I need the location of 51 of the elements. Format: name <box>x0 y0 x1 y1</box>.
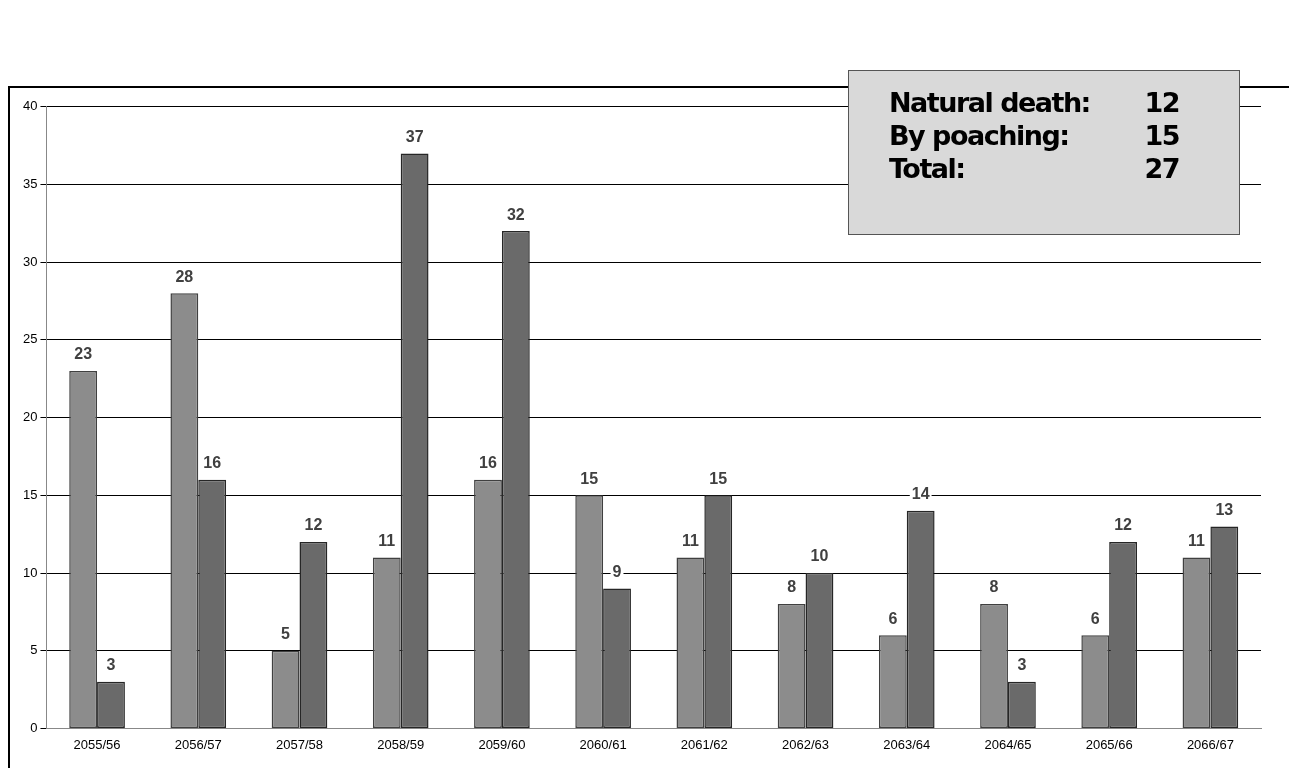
annotation: 27 <box>1144 153 1179 184</box>
data-label: 12 <box>304 516 323 534</box>
data-label: 13 <box>1215 500 1234 518</box>
data-label: 14 <box>911 485 930 503</box>
data-label: 11 <box>378 531 396 549</box>
x-tick-label: 2057/58 <box>275 736 323 752</box>
y-tick-label: 30 <box>22 253 38 269</box>
annotation: By poaching: <box>889 120 1070 151</box>
annotation: Total: <box>889 153 966 184</box>
data-label: 3 <box>106 656 116 674</box>
data-label: 16 <box>203 454 222 472</box>
x-tick-label: 2060/61 <box>579 736 627 752</box>
data-label: 15 <box>709 469 728 487</box>
data-label: 5 <box>281 625 291 643</box>
annotation: 12 <box>1144 87 1179 118</box>
x-tick-label: 2063/64 <box>883 736 931 752</box>
y-tick-label: 5 <box>30 642 38 658</box>
y-tick-label: 20 <box>22 409 38 425</box>
y-tick-label: 25 <box>22 331 38 347</box>
data-label: 23 <box>74 345 93 363</box>
data-label: 12 <box>1114 516 1133 534</box>
data-label: 37 <box>405 127 424 145</box>
x-tick-label: 2062/63 <box>782 736 830 752</box>
x-tick-label: 2065/66 <box>1085 736 1133 752</box>
y-tick-label: 10 <box>22 564 38 580</box>
data-label: 32 <box>506 205 525 223</box>
data-label: 16 <box>479 454 497 472</box>
data-label: 15 <box>580 469 599 487</box>
x-tick-label: 2061/62 <box>680 736 728 752</box>
data-label: 8 <box>989 578 999 596</box>
x-tick-label: 2066/67 <box>1186 736 1234 752</box>
y-tick-label: 15 <box>22 486 38 502</box>
x-tick-label: 2064/65 <box>984 736 1032 752</box>
x-tick-label: 2058/59 <box>377 736 425 752</box>
data-label: 9 <box>612 562 622 580</box>
data-label: 6 <box>1090 609 1100 627</box>
x-tick-label: 2059/60 <box>478 736 526 752</box>
x-tick-label: 2055/56 <box>73 736 121 752</box>
data-label: 10 <box>810 547 829 565</box>
y-tick-label: 0 <box>30 719 38 735</box>
data-label: 8 <box>787 578 797 596</box>
annotation: Natural death: <box>889 87 1091 118</box>
data-label: 11 <box>1188 531 1206 549</box>
y-tick-label: 40 <box>22 98 38 114</box>
x-tick-label: 2056/57 <box>174 736 222 752</box>
annotation: 15 <box>1144 120 1179 151</box>
data-label: 11 <box>681 531 699 549</box>
data-label: 28 <box>175 267 194 285</box>
data-label: 3 <box>1017 656 1027 674</box>
data-label: 6 <box>888 609 898 627</box>
y-tick-label: 35 <box>22 176 38 192</box>
